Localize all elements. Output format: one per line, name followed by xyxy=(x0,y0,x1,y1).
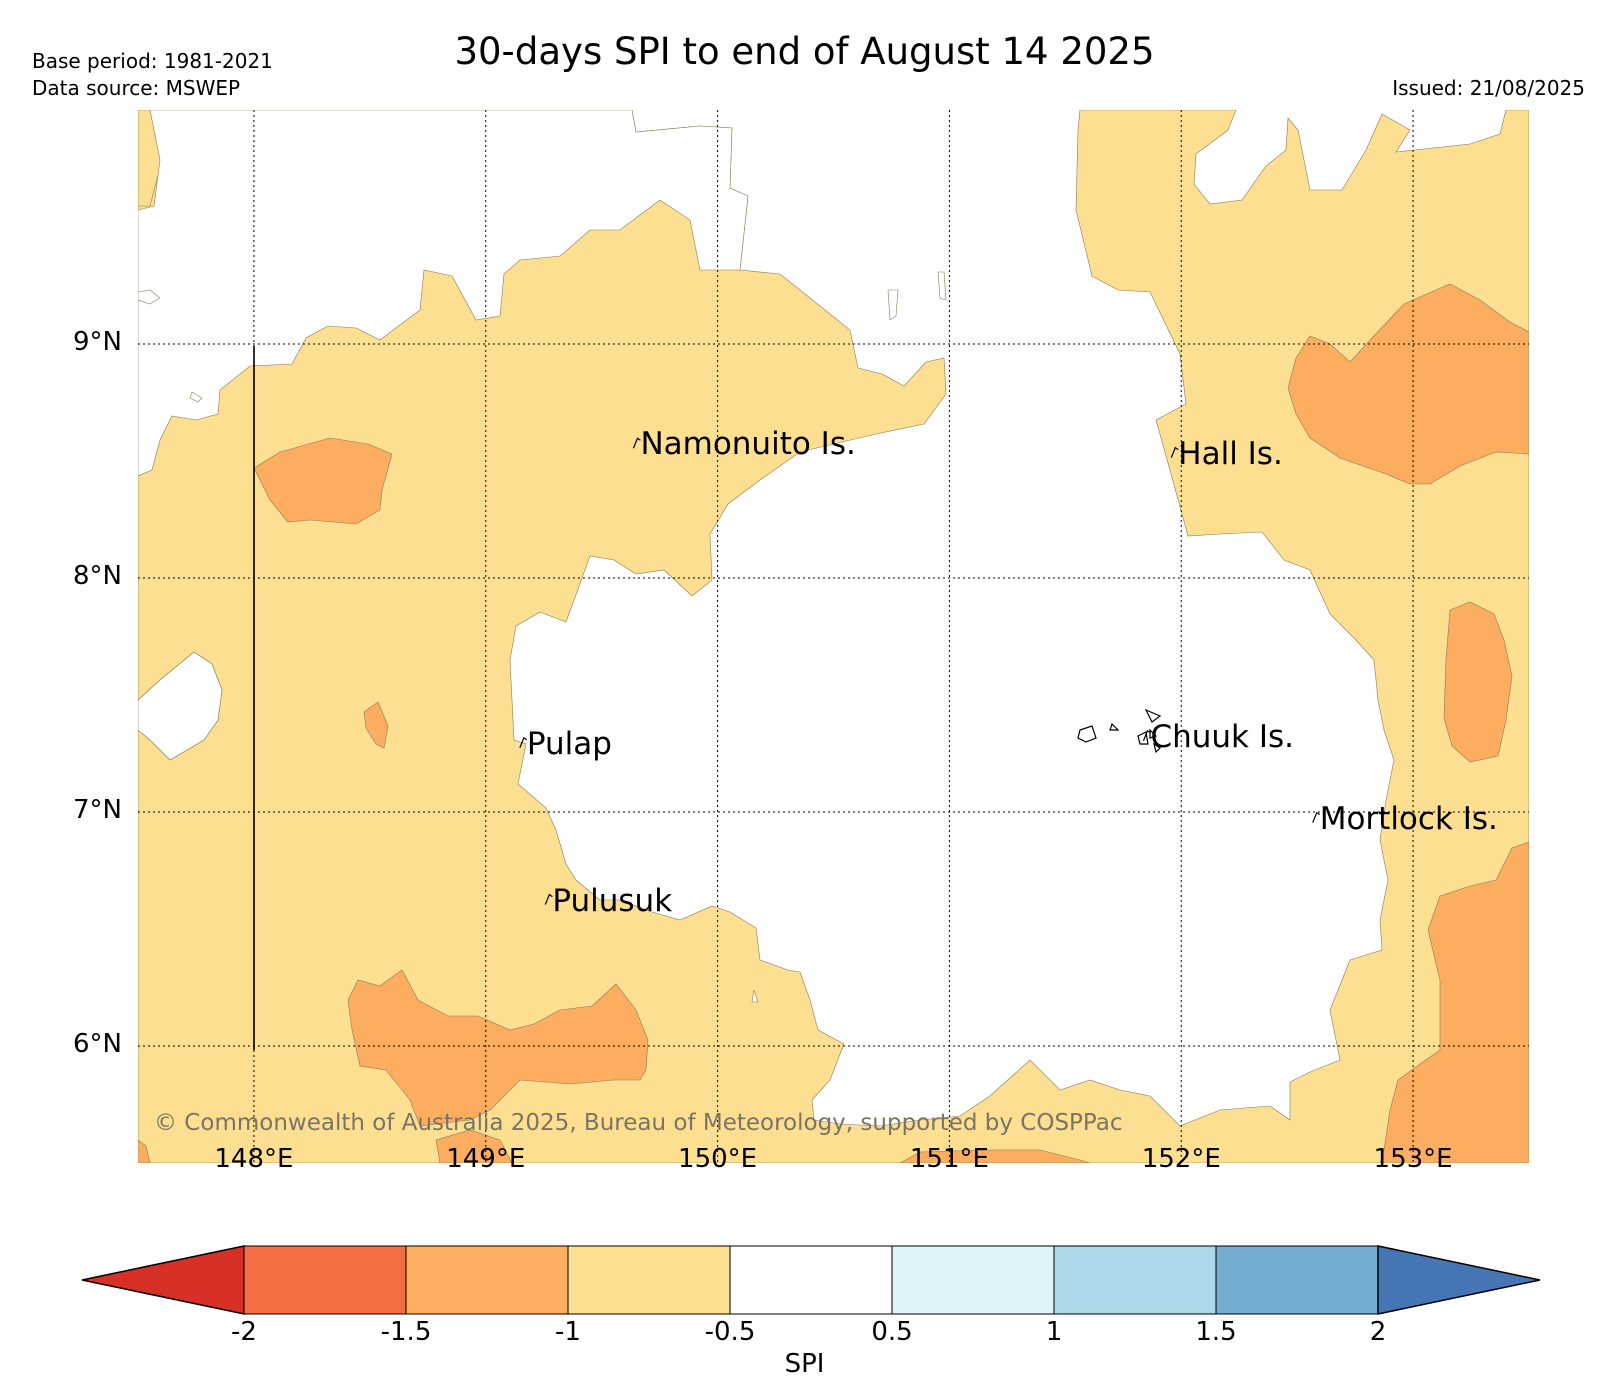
lon-label-5: 153°E xyxy=(1373,1144,1453,1174)
colorbar-bin-1 xyxy=(405,1245,569,1315)
colorbar-bin-2 xyxy=(567,1245,731,1315)
island-marker-3 xyxy=(1142,729,1151,742)
colorbar-bin-3 xyxy=(729,1245,893,1315)
spi-orange-patch-9 xyxy=(138,1139,151,1163)
colorbar-tick-7: 2 xyxy=(1369,1317,1387,1347)
spi-orange-patch-1 xyxy=(253,437,393,525)
copyright-notice: © Commonwealth of Australia 2025, Bureau… xyxy=(154,1110,1123,1136)
spi-orange-patch-3 xyxy=(347,969,649,1127)
base-period: Base period: 1981-2021 xyxy=(32,49,273,73)
place-label-3: Chuuk Is. xyxy=(1150,718,1295,755)
colorbar-bin-0 xyxy=(243,1245,407,1315)
place-label-2: Pulap xyxy=(526,725,612,762)
island-marker-0 xyxy=(632,437,641,449)
colorbar-tick-2: -1 xyxy=(555,1317,581,1347)
meta-info: Base period: 1981-2021 Data source: MSWE… xyxy=(32,48,273,102)
colorbar-tick-5: 1 xyxy=(1045,1317,1063,1347)
colorbar-tick-4: 0.5 xyxy=(871,1317,913,1347)
lat-label-3: 6°N xyxy=(73,1029,122,1059)
lat-label-0: 9°N xyxy=(73,327,122,357)
white-speck-2 xyxy=(937,271,947,301)
colorbar-bin-4 xyxy=(891,1245,1055,1315)
white-speck-5 xyxy=(751,989,759,1003)
white-speck-3 xyxy=(189,391,203,403)
colorbar-label: SPI xyxy=(784,1349,825,1379)
graticule xyxy=(138,110,1529,1163)
lon-label-4: 152°E xyxy=(1141,1144,1221,1174)
lat-label-2: 7°N xyxy=(73,795,122,825)
colorbar-tick-1: -1.5 xyxy=(380,1317,432,1347)
colorbar-tick-6: 1.5 xyxy=(1195,1317,1237,1347)
place-label-4: Mortlock Is. xyxy=(1319,800,1498,837)
lon-label-2: 150°E xyxy=(678,1144,758,1174)
colorbar-tick-3: -0.5 xyxy=(704,1317,756,1347)
place-label-1: Hall Is. xyxy=(1178,435,1283,472)
map-title: 30-days SPI to end of August 14 2025 xyxy=(454,30,1155,73)
island-marker-1 xyxy=(1170,446,1179,458)
island-marker-2 xyxy=(519,736,528,749)
spi-orange-patch-7 xyxy=(1379,841,1529,1163)
data-source: Data source: MSWEP xyxy=(32,76,241,100)
place-label-0: Namonuito Is. xyxy=(640,426,856,463)
colorbar-bin-5 xyxy=(1053,1245,1217,1315)
place-label-5: Pulusuk xyxy=(552,882,673,919)
spi-orange-patch-5 xyxy=(1287,283,1529,485)
colorbar xyxy=(81,1245,1541,1315)
issued-date: Issued: 21/08/2025 xyxy=(1392,76,1585,100)
spi-orange-patch-6 xyxy=(1443,601,1513,763)
spi-orange-patch-4 xyxy=(435,1129,513,1163)
spi-orange-patch-8 xyxy=(899,1149,1091,1163)
island-marker-4 xyxy=(1312,811,1321,823)
white-speck-4 xyxy=(138,289,161,305)
lon-label-0: 148°E xyxy=(214,1144,294,1174)
colorbar-bin-6 xyxy=(1215,1245,1379,1315)
white-speck-1 xyxy=(887,289,899,321)
colorbar-extend-high xyxy=(1377,1245,1541,1315)
chuuk-islands-outline xyxy=(1077,708,1162,754)
lon-label-3: 151°E xyxy=(909,1144,989,1174)
lat-label-1: 8°N xyxy=(73,561,122,591)
white-patch-west xyxy=(138,651,223,761)
island-marker-5 xyxy=(544,893,553,905)
spi-contours xyxy=(138,110,1529,1163)
colorbar-extend-low xyxy=(81,1245,245,1315)
lon-label-1: 149°E xyxy=(446,1144,526,1174)
spi-orange-patch-2 xyxy=(363,701,389,749)
white-patch-northwest xyxy=(138,110,749,477)
colorbar-tick-0: -2 xyxy=(231,1317,257,1347)
